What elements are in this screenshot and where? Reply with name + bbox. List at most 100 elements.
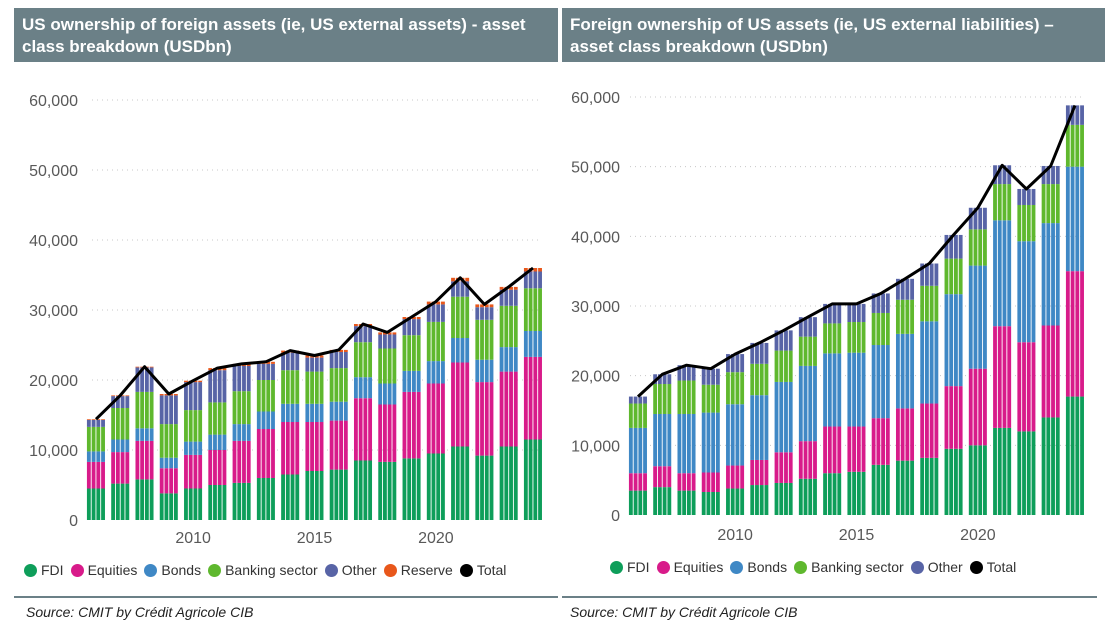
left-x-tick-label: 2020 <box>418 530 454 547</box>
left-bar-reserve <box>310 355 314 358</box>
left-bar-other <box>91 419 96 427</box>
right-bar-bonds <box>832 353 837 427</box>
right-bar-banking <box>788 350 793 382</box>
right-bar-bonds <box>779 381 784 453</box>
left-bar-fdi <box>319 471 324 520</box>
left-bar-other <box>149 367 154 392</box>
left-bar-bonds <box>140 428 145 441</box>
right-bar-other <box>823 303 827 324</box>
right-bar-banking <box>803 336 808 366</box>
right-bar-equities <box>633 473 638 491</box>
right-bar-banking <box>662 384 667 414</box>
left-bar-reserve <box>314 355 319 358</box>
right-bar-other <box>856 303 861 323</box>
right-bar-bonds <box>993 220 997 327</box>
left-bar-other <box>198 382 203 411</box>
right-bar-bonds <box>667 413 672 467</box>
left-bar-banking <box>101 426 105 452</box>
right-bar-other <box>633 396 638 404</box>
right-bar-banking <box>1070 124 1075 167</box>
right-bar-banking <box>895 299 900 334</box>
right-bar-bonds <box>701 412 706 473</box>
left-bar-other <box>475 307 480 320</box>
right-bar-bonds <box>968 265 973 369</box>
right-bar-equities <box>861 426 866 472</box>
right-bar-fdi <box>910 460 915 515</box>
right-bar-bonds <box>997 220 1002 327</box>
right-bar-fdi <box>1026 431 1031 515</box>
right-bar-banking <box>779 350 784 382</box>
right-legend-item-equities: Equities <box>656 559 723 575</box>
right-bar-equities <box>784 452 788 483</box>
left-bar-bonds <box>407 370 412 392</box>
right-bar-equities <box>1022 342 1026 432</box>
left-bar-equities <box>86 461 91 489</box>
left-legend-item-fdi: FDI <box>24 562 64 578</box>
left-bar-fdi <box>120 483 125 520</box>
left-legend-swatch <box>144 563 158 577</box>
left-x-tick-label: 2010 <box>175 530 211 547</box>
left-bar-banking <box>509 305 513 348</box>
left-legend-swatch <box>459 563 473 577</box>
right-bar-equities <box>686 473 691 491</box>
left-bar-other <box>533 271 538 289</box>
right-chart-title: Foreign ownership of US assets (ie, US e… <box>562 8 1105 62</box>
left-bar-fdi <box>266 478 271 520</box>
right-bar-fdi <box>657 487 662 515</box>
left-y-tick-label: 50,000 <box>29 163 78 180</box>
left-bar-equities <box>111 452 116 484</box>
left-bar-equities <box>222 450 227 485</box>
left-bar-bonds <box>538 331 542 357</box>
left-bar-other <box>436 304 441 322</box>
right-bar-banking <box>667 384 672 414</box>
left-bar-equities <box>184 454 188 489</box>
left-bar-banking <box>436 321 441 362</box>
right-bar-other <box>677 365 682 381</box>
right-bar-banking <box>929 285 934 322</box>
right-bar-other <box>871 293 876 313</box>
right-legend-item-bonds: Bonds <box>730 559 787 575</box>
left-bar-banking <box>382 348 387 384</box>
left-bar-bonds <box>455 338 460 363</box>
left-bar-bonds <box>475 359 480 383</box>
right-bar-fdi <box>861 471 866 515</box>
right-bar-fdi <box>983 445 987 515</box>
left-bar-other <box>285 352 290 371</box>
right-bar-banking <box>774 350 779 382</box>
left-bar-banking <box>169 424 174 458</box>
right-bar-other <box>1026 188 1031 205</box>
left-bar-equities <box>115 452 120 484</box>
left-bar-other <box>416 319 421 336</box>
left-bar-bonds <box>125 439 130 453</box>
right-bar-equities <box>798 441 803 479</box>
left-bar-fdi <box>213 485 217 520</box>
right-bar-bonds <box>774 381 779 453</box>
right-y-tick-label: 30,000 <box>571 299 620 316</box>
right-bar-fdi <box>856 471 861 515</box>
left-bar-equities <box>281 422 285 475</box>
right-bar-bonds <box>881 345 886 419</box>
left-bar-banking <box>513 305 518 348</box>
right-bar-other <box>910 278 915 300</box>
left-bar-other <box>509 289 513 306</box>
right-bar-bonds <box>1055 223 1060 326</box>
right-bar-other <box>944 234 949 259</box>
left-bar-reserve <box>169 394 174 396</box>
left-bar-fdi <box>144 479 149 520</box>
left-bar-bonds <box>246 424 251 441</box>
right-bar-equities <box>871 418 876 465</box>
left-bar-other <box>343 352 348 369</box>
left-bar-reserve <box>120 395 125 397</box>
right-bar-other <box>715 368 720 385</box>
left-bar-equities <box>101 461 105 489</box>
right-bar-fdi <box>667 487 672 515</box>
right-bar-equities <box>1031 342 1036 432</box>
right-bar-other <box>730 354 735 373</box>
left-bar-fdi <box>305 471 310 520</box>
left-legend-label: FDI <box>41 562 64 578</box>
left-legend-label: Banking sector <box>225 562 318 578</box>
right-bar-bonds <box>1075 166 1080 272</box>
left-bar-equities <box>285 422 290 475</box>
left-bar-banking <box>484 319 489 360</box>
left-bar-banking <box>184 410 188 442</box>
